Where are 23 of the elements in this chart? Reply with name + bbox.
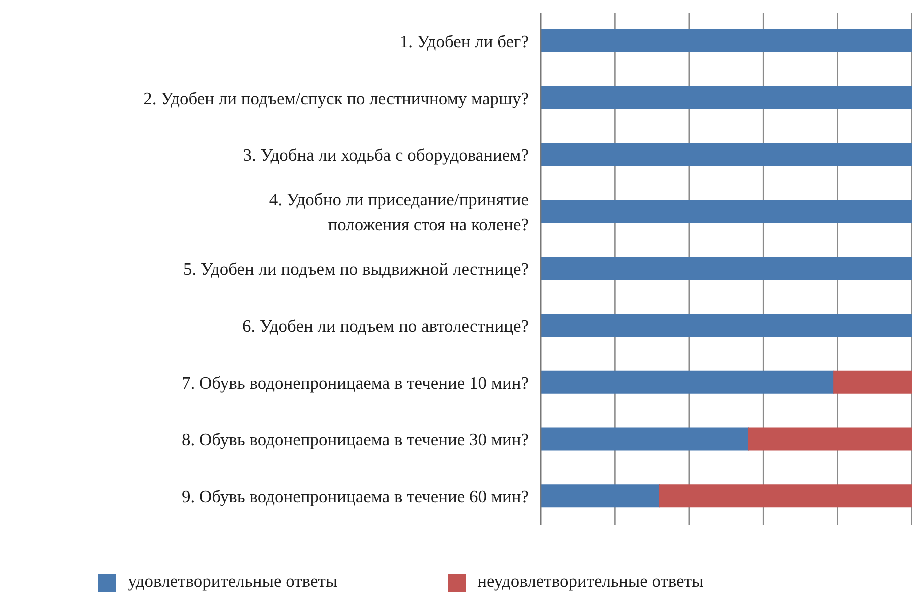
y-tick-label: 6. Удобен ли подъем по автолестнице? [242,316,530,336]
bar [834,370,912,394]
bar [540,30,912,52]
y-tick-label: 4. Удобно ли приседание/принятие положения стоя на колене? [269,190,530,235]
bar [540,314,912,337]
y-tick-label: 5. Удобен ли подъем по выдвижной лестнице? [184,259,530,279]
legend-label: неудовлетворительные ответы [478,571,704,591]
bar [540,428,750,451]
bar [540,257,912,280]
bar [540,143,912,166]
y-tick-label: 7. Обувь водонепроницаема в течение 10 мин? [182,372,530,393]
bar [540,86,912,110]
y-tick-label: 3. Удобна ли ходьба с оборудованием? [243,145,530,166]
y-tick-label: 2. Удобен ли подъем/спуск по лестничному маршу? [144,88,530,108]
bar [540,200,912,224]
bar [659,484,912,508]
bar [540,484,660,508]
y-tick-label: 9. Обувь водонепроницаема в течение 60 мин? [182,486,530,507]
y-tick-label: 8. Обувь водонепроницаема в течение 30 мин? [182,430,530,450]
bar [540,370,835,394]
y-tick-label: 1. Удобен ли бег? [400,31,530,52]
legend-label: удовлетворительные ответы [128,571,338,591]
bar [748,428,912,451]
